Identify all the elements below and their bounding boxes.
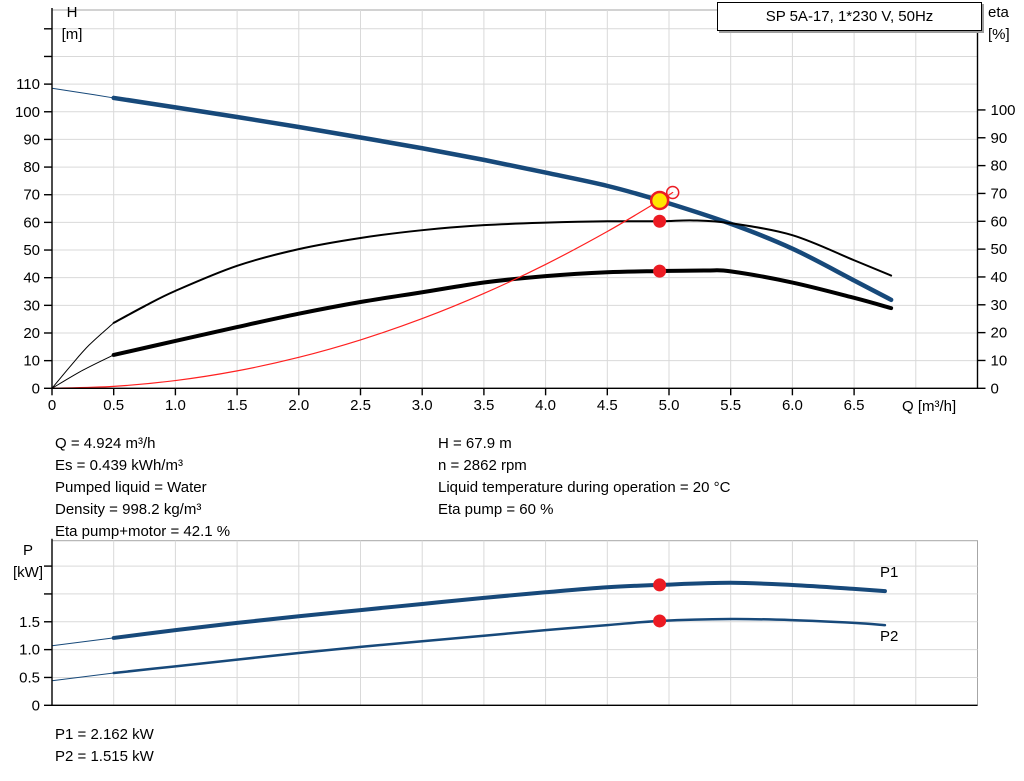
svg-text:0.5: 0.5 bbox=[103, 397, 124, 414]
p2-dot bbox=[653, 614, 667, 628]
svg-text:10: 10 bbox=[23, 353, 40, 370]
duty-info-right: H = 67.9 m n = 2862 rpm Liquid temperatu… bbox=[438, 435, 731, 518]
svg-text:5.5: 5.5 bbox=[720, 397, 741, 414]
svg-text:1.0: 1.0 bbox=[165, 397, 186, 414]
eta-pump-motor-curve-thin bbox=[51, 354, 115, 389]
svg-text:1.0: 1.0 bbox=[19, 642, 40, 659]
eta-axis-title: eta [%] bbox=[988, 4, 1010, 43]
svg-text:100: 100 bbox=[991, 102, 1016, 119]
pump-type-title: SP 5A-17, 1*230 V, 50Hz bbox=[717, 2, 982, 31]
head-efficiency-chart-left-ticks: 0 10 20 30 40 50 60 70 80 90 100 110 bbox=[15, 28, 52, 397]
p2-curve bbox=[51, 617, 887, 682]
svg-text:30: 30 bbox=[991, 297, 1008, 314]
svg-text:100: 100 bbox=[15, 104, 40, 121]
p1-curve-thin bbox=[51, 637, 115, 647]
svg-text:2.0: 2.0 bbox=[288, 397, 309, 414]
svg-text:10: 10 bbox=[991, 352, 1008, 369]
svg-text:70: 70 bbox=[23, 187, 40, 204]
svg-text:40: 40 bbox=[23, 270, 40, 287]
head-efficiency-chart: 0 10 20 30 40 50 60 70 80 90 100 110 0 10 20 30 40 50 60 70… bbox=[15, 8, 1016, 414]
svg-text:6.0: 6.0 bbox=[782, 397, 803, 414]
h-curve-main bbox=[111, 95, 894, 303]
svg-text:20: 20 bbox=[991, 325, 1008, 342]
svg-text:3.5: 3.5 bbox=[473, 397, 494, 414]
head-efficiency-chart-x-ticks: 0 0.5 1.0 1.5 2.0 2.5 3.0 3.5 4.0 4.5 5.0 5.5 6.0 6.5 bbox=[48, 388, 865, 414]
requested-duty-point-marker bbox=[665, 185, 680, 200]
eta-pump-curve-thin bbox=[51, 322, 115, 389]
p2-curve-main bbox=[112, 617, 887, 675]
duty-info-left: Q = 4.924 m³/h Es = 0.439 kWh/m³ Pumped … bbox=[55, 435, 231, 540]
svg-text:40: 40 bbox=[991, 269, 1008, 286]
system-curve-main bbox=[51, 191, 674, 389]
head-efficiency-chart-plot-area bbox=[51, 9, 978, 389]
system-curve bbox=[51, 191, 674, 389]
head-efficiency-chart-right-ticks: 0 10 20 30 40 50 60 70 80 90 100 bbox=[977, 102, 1016, 397]
svg-text:20: 20 bbox=[23, 325, 40, 342]
svg-text:110: 110 bbox=[16, 76, 40, 93]
svg-text:50: 50 bbox=[23, 242, 40, 259]
svg-text:4.0: 4.0 bbox=[535, 397, 556, 414]
p1-curve-main bbox=[111, 580, 887, 640]
p1-dot bbox=[653, 578, 667, 592]
p2-curve-label: P2 bbox=[880, 628, 899, 645]
head-efficiency-chart-axes bbox=[51, 8, 979, 389]
svg-text:5.0: 5.0 bbox=[659, 397, 680, 414]
svg-text:1.5: 1.5 bbox=[227, 397, 248, 414]
svg-text:0: 0 bbox=[991, 380, 999, 397]
svg-text:70: 70 bbox=[991, 185, 1008, 202]
h-curve-thin bbox=[51, 87, 115, 99]
eta-pump-dot bbox=[653, 214, 667, 228]
svg-text:60: 60 bbox=[23, 214, 40, 231]
duty-point-marker bbox=[649, 190, 670, 211]
svg-text:50: 50 bbox=[991, 241, 1008, 258]
svg-text:80: 80 bbox=[23, 159, 40, 176]
eta-pump-motor-dot bbox=[653, 264, 667, 278]
svg-text:4.5: 4.5 bbox=[597, 397, 618, 414]
svg-text:0: 0 bbox=[32, 380, 40, 397]
svg-text:6.5: 6.5 bbox=[844, 397, 865, 414]
h-curve bbox=[51, 87, 894, 303]
eta-pump-curve bbox=[51, 219, 893, 389]
svg-text:90: 90 bbox=[991, 130, 1008, 147]
p-axis-title: P [kW] bbox=[13, 542, 43, 581]
p1-curve bbox=[51, 580, 887, 647]
p2-curve-thin bbox=[51, 672, 115, 682]
power-values: P1 = 2.162 kW P2 = 1.515 kW bbox=[55, 726, 154, 765]
svg-text:3.0: 3.0 bbox=[412, 397, 433, 414]
power-chart-left-ticks: 0 0.5 1.0 1.5 bbox=[19, 565, 52, 714]
svg-text:0.5: 0.5 bbox=[19, 669, 40, 686]
eta-pump-motor-curve bbox=[51, 268, 894, 389]
svg-text:90: 90 bbox=[23, 131, 40, 148]
q-axis-title: Q [m³/h] bbox=[902, 398, 957, 415]
svg-text:1.5: 1.5 bbox=[19, 614, 40, 631]
h-axis-title: H [m] bbox=[61, 4, 83, 43]
svg-text:2.5: 2.5 bbox=[350, 397, 371, 414]
power-chart: 0 0.5 1.0 1.5 bbox=[19, 538, 978, 714]
svg-text:0: 0 bbox=[48, 397, 56, 414]
svg-text:60: 60 bbox=[991, 213, 1008, 230]
svg-text:30: 30 bbox=[23, 297, 40, 314]
svg-text:0: 0 bbox=[32, 697, 40, 714]
p1-curve-label: P1 bbox=[880, 564, 899, 581]
eta-pump-motor-curve-main bbox=[111, 268, 894, 357]
eta-pump-curve-main bbox=[112, 219, 893, 324]
svg-text:80: 80 bbox=[991, 158, 1008, 175]
